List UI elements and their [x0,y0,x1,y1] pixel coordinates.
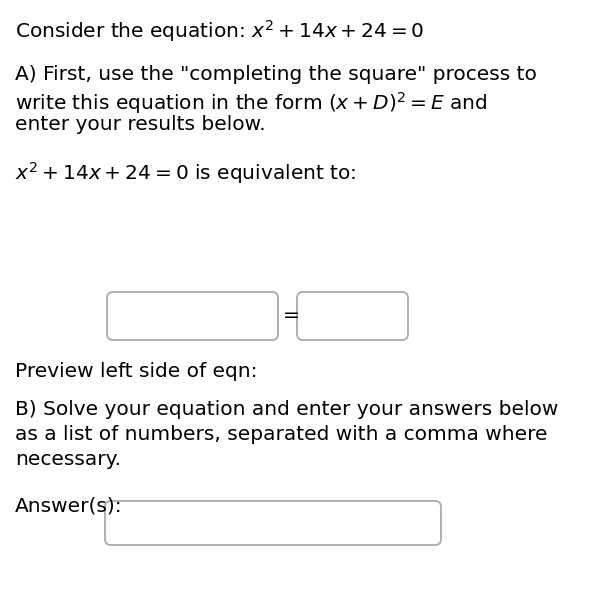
Text: $x^2 + 14x + 24 = 0$ is equivalent to:: $x^2 + 14x + 24 = 0$ is equivalent to: [15,160,356,186]
Text: B) Solve your equation and enter your answers below: B) Solve your equation and enter your an… [15,400,558,419]
Text: necessary.: necessary. [15,450,121,469]
FancyBboxPatch shape [105,501,441,545]
Text: write this equation in the form $(x + D)^2 = E$ and: write this equation in the form $(x + D)… [15,90,487,116]
Text: A) First, use the "completing the square" process to: A) First, use the "completing the square… [15,65,537,84]
Text: Consider the equation: $x^2 + 14x + 24 = 0$: Consider the equation: $x^2 + 14x + 24 =… [15,18,424,44]
Text: =: = [283,307,300,325]
Text: Preview left side of eqn:: Preview left side of eqn: [15,362,258,381]
Text: Answer(s):: Answer(s): [15,497,123,516]
Text: enter your results below.: enter your results below. [15,115,265,134]
FancyBboxPatch shape [107,292,278,340]
Text: as a list of numbers, separated with a comma where: as a list of numbers, separated with a c… [15,425,547,444]
FancyBboxPatch shape [297,292,408,340]
